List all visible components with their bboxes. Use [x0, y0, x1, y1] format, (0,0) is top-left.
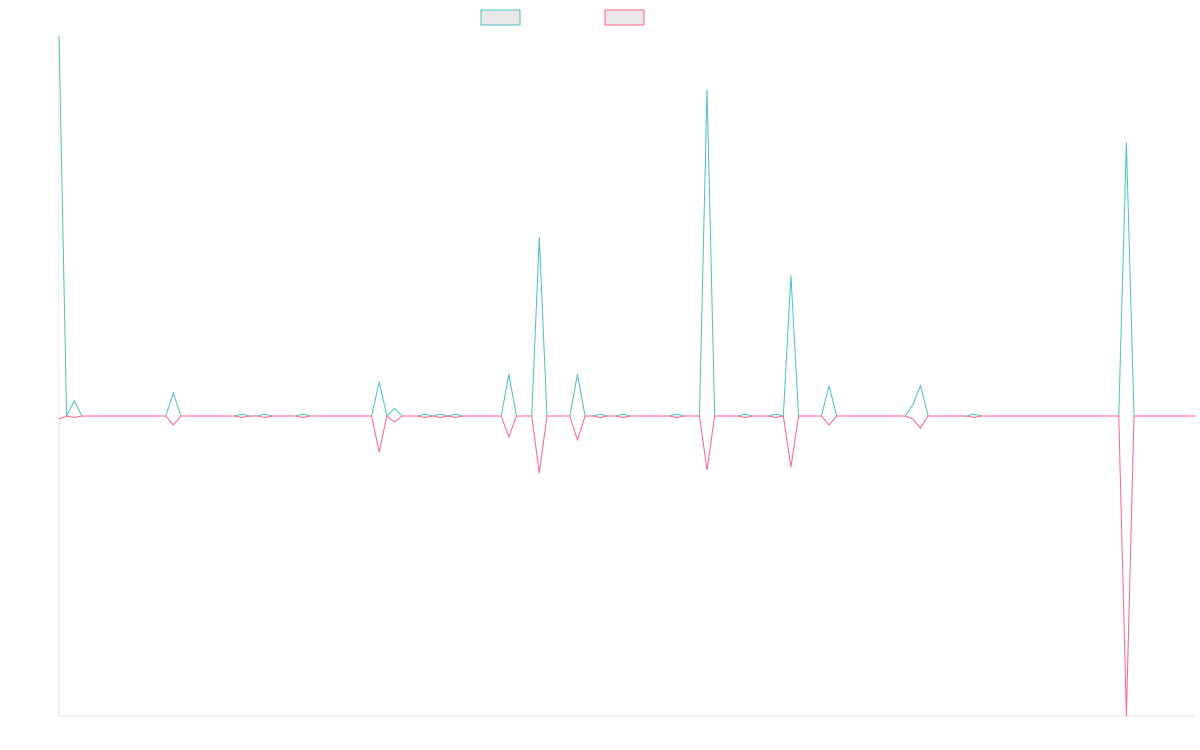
- legend-swatch-1: [480, 9, 521, 26]
- axes: [58, 36, 1195, 717]
- series-1-line: [58, 35, 1195, 417]
- legend-swatch-2: [604, 9, 645, 26]
- series-2-line: [58, 415, 1195, 717]
- series-1-area: [59, 36, 1195, 416]
- legend: [480, 9, 645, 26]
- series-layer: [58, 35, 1195, 717]
- series-2-area: [59, 416, 1195, 716]
